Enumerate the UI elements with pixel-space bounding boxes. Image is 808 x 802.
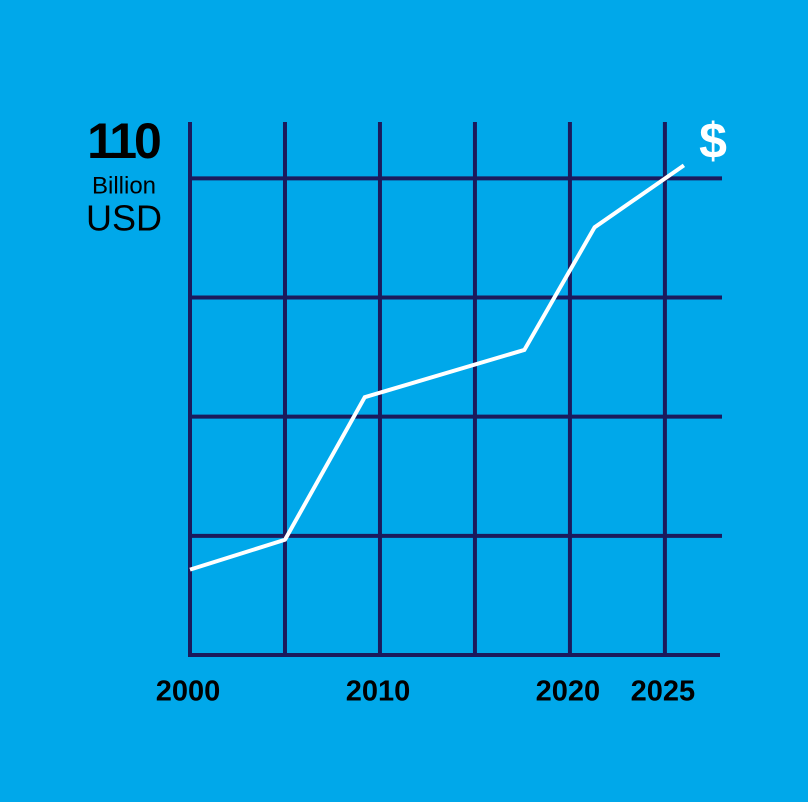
x-tick-label: 2025 xyxy=(631,676,696,708)
y-unit-label: Billion xyxy=(92,172,156,199)
annotation: $ xyxy=(699,113,727,169)
x-tick-label: 2000 xyxy=(156,676,221,708)
x-tick-label: 2020 xyxy=(536,676,601,708)
y-unit-label: USD xyxy=(86,198,162,239)
data-line xyxy=(189,163,686,572)
y-value-label: 110 xyxy=(87,113,160,169)
x-tick-label: 2010 xyxy=(346,676,411,708)
